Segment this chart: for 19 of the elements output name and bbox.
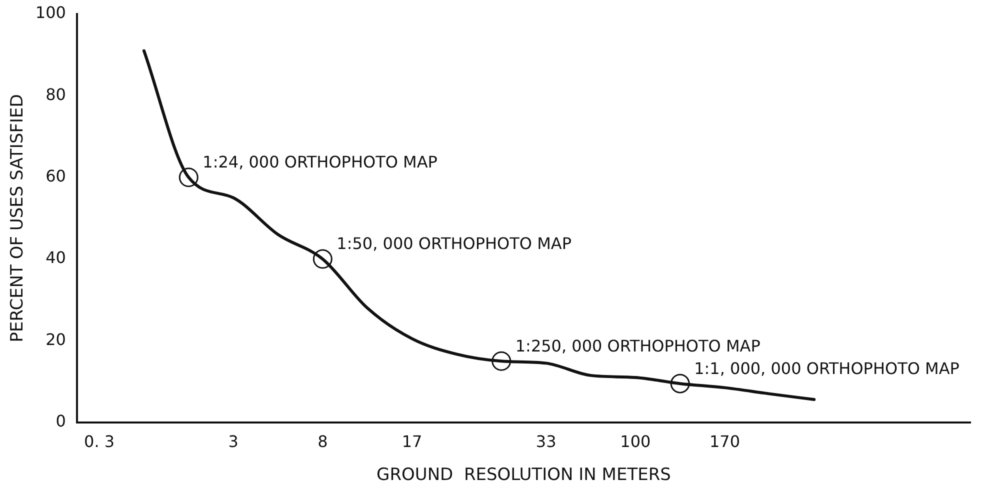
x-tick-label: 3 bbox=[228, 432, 238, 452]
y-tick-label: 0 bbox=[56, 412, 66, 431]
y-tick-label: 40 bbox=[46, 248, 66, 268]
annotation: 1:50, 000 ORTHOPHOTO MAP bbox=[336, 234, 572, 254]
x-tick-label: 33 bbox=[536, 432, 556, 452]
x-tick-label: 170 bbox=[709, 432, 740, 452]
x-tick-label: 8 bbox=[318, 432, 328, 452]
y-tick-label: 100 bbox=[35, 3, 66, 22]
x-axis-title: GROUND RESOLUTION IN METERS bbox=[376, 465, 671, 486]
annotation: 1:24, 000 ORTHOPHOTO MAP bbox=[202, 152, 438, 172]
annotation: 1:1, 000, 000 ORTHOPHOTO MAP bbox=[694, 358, 960, 378]
y-axis-title: PERCENT OF USES SATISFIED bbox=[8, 94, 28, 342]
x-tick-label: 100 bbox=[620, 432, 651, 452]
y-tick-label: 60 bbox=[46, 166, 66, 186]
x-tick-label: 0. 3 bbox=[84, 432, 115, 452]
annotation: 1:250, 000 ORTHOPHOTO MAP bbox=[515, 336, 761, 356]
y-tick-label: 80 bbox=[46, 84, 66, 104]
y-tick-label: 20 bbox=[46, 330, 66, 349]
x-tick-label: 17 bbox=[402, 432, 422, 452]
